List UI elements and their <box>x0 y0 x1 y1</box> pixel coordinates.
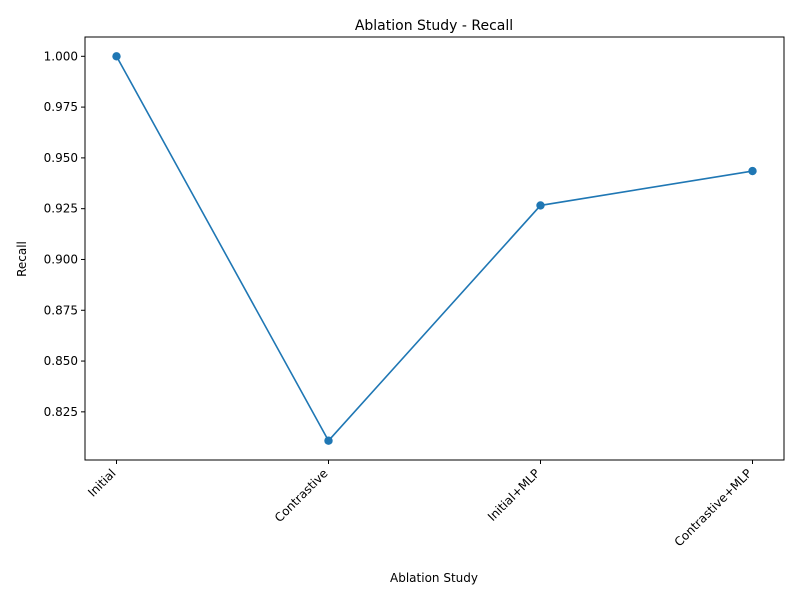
y-axis-label: Recall <box>15 241 29 277</box>
plot-area: 0.825 0.850 0.875 0.900 0.925 0.950 0.975 1.000… <box>44 36 785 549</box>
y-tick-label: 0.900 <box>44 252 78 266</box>
axes-frame <box>84 36 785 461</box>
data-point <box>324 436 333 445</box>
y-tick-label: 0.925 <box>44 202 78 216</box>
y-tick-label: 0.950 <box>44 151 78 165</box>
data-point <box>748 166 757 176</box>
x-tick-label: Contrastive+MLP <box>672 466 755 549</box>
data-point <box>536 201 545 210</box>
y-tick-label: 1.000 <box>44 49 78 63</box>
y-tick-label: 0.850 <box>44 354 78 368</box>
chart-title: Ablation Study - Recall <box>355 18 513 34</box>
data-point <box>112 52 121 61</box>
series-line <box>115 55 753 443</box>
y-tick-label: 0.975 <box>44 100 78 114</box>
y-tick-label: 0.825 <box>44 405 78 419</box>
x-axis-label: Ablation Study <box>390 571 478 585</box>
x-tick-label: Initial+MLP <box>485 466 543 524</box>
x-tick-label: Contrastive <box>272 466 331 525</box>
y-tick-label: 0.875 <box>44 303 78 317</box>
x-tick-label: Initial <box>85 466 118 499</box>
